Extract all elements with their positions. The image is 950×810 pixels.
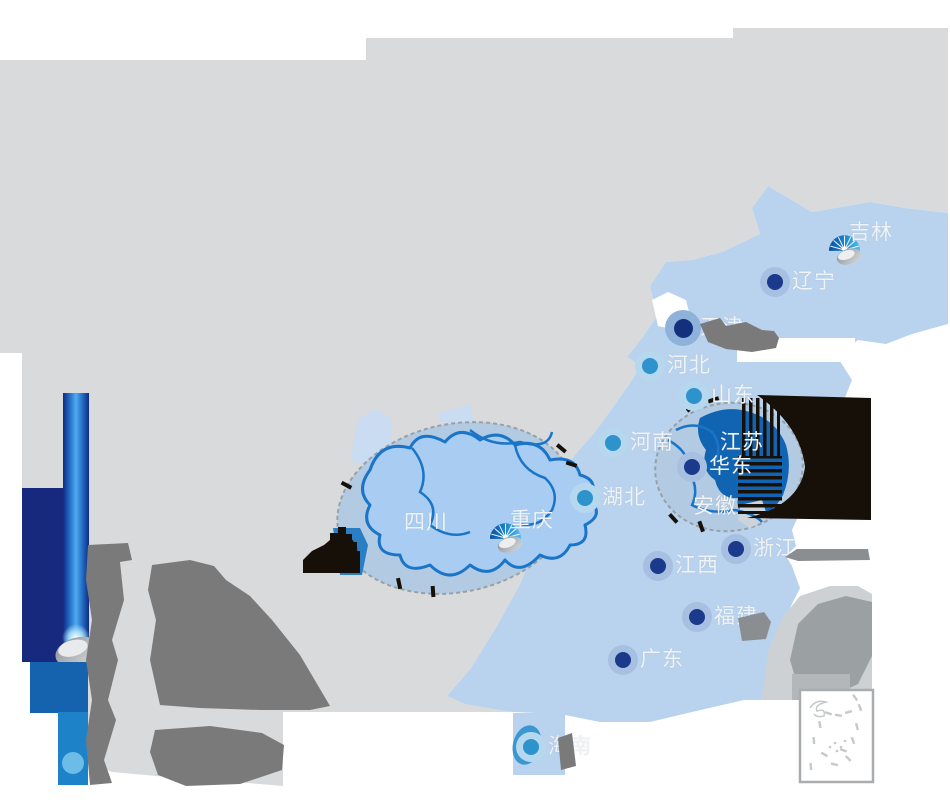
label-jilin: 吉林 — [849, 220, 893, 244]
marker-dot-icon — [523, 739, 539, 755]
label-hainan: 海南 — [548, 734, 592, 758]
marker-dot-icon — [689, 609, 705, 625]
south-china-sea-inset — [798, 688, 875, 784]
marker-dot-icon — [615, 652, 631, 668]
label-hubei: 湖北 — [602, 485, 646, 509]
glitch-hatch-mid — [738, 456, 782, 514]
glitch-legend-text-blobs — [86, 543, 330, 786]
label-anhui: 安徽 — [693, 494, 737, 518]
legend-navy-block — [22, 488, 63, 662]
marker-dot-icon — [686, 388, 702, 404]
marker-dot-icon — [605, 435, 621, 451]
marker-dot-icon — [684, 459, 700, 475]
label-sichuan: 四川 — [404, 510, 448, 534]
marker-dot-icon — [728, 541, 744, 557]
label-guangdong: 广东 — [640, 647, 684, 671]
marker-dot-icon — [577, 490, 593, 506]
glitch-gray-br-mid — [790, 596, 872, 698]
label-henan: 河南 — [630, 430, 674, 454]
marker-dot-icon — [650, 558, 666, 574]
label-fujian: 福建 — [714, 604, 758, 628]
sichuan-river-2 — [513, 444, 557, 526]
label-jiangxi: 江西 — [675, 553, 719, 577]
marker-dot-icon — [642, 358, 658, 374]
shaanxi-border-line — [469, 429, 554, 446]
glitch-black-sichuan — [303, 527, 360, 573]
legend-pin-bar[interactable] — [63, 393, 89, 661]
label-hebei: 河北 — [667, 353, 711, 377]
label-chongqing: 重庆 — [510, 508, 554, 532]
east-river-2 — [675, 424, 720, 461]
label-tianjin: 天津 — [700, 315, 744, 339]
label-liaoning: 辽宁 — [792, 269, 836, 293]
marker-dot-icon — [674, 319, 693, 338]
sichuan-river-1 — [411, 447, 471, 537]
label-jiangsu: 江苏 — [720, 430, 764, 454]
legend-blue-block[interactable] — [30, 662, 88, 713]
sichuan-focus-ellipse — [336, 421, 598, 595]
label-zhejiang: 浙江 — [753, 536, 797, 560]
glitch-hatch-top — [742, 398, 780, 456]
label-huadong: 华东 — [709, 454, 753, 478]
marker-dot-icon — [767, 274, 783, 290]
label-shandong: 山东 — [711, 383, 755, 407]
legend — [22, 393, 101, 785]
glitch-black-east — [747, 395, 871, 520]
legend-sky-dot — [62, 752, 84, 774]
sichuan-province — [361, 431, 598, 577]
